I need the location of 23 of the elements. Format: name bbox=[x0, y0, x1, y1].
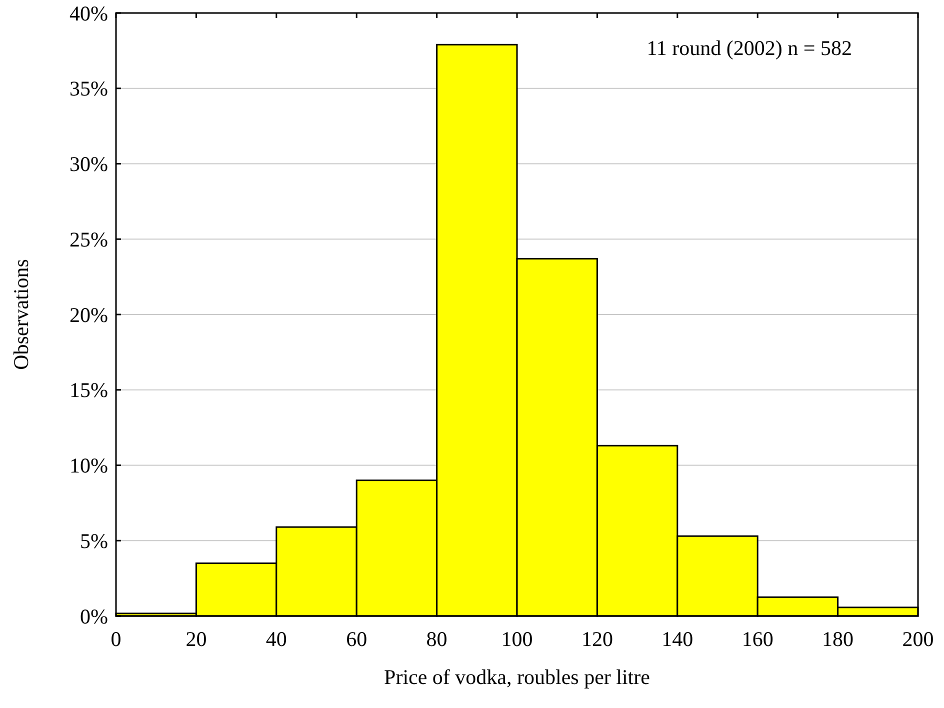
y-tick-label: 0% bbox=[80, 604, 108, 628]
y-tick-label: 40% bbox=[70, 1, 108, 26]
x-tick-label: 180 bbox=[822, 627, 854, 651]
x-tick-label: 120 bbox=[581, 627, 613, 651]
x-tick-label: 0 bbox=[110, 627, 122, 651]
x-tick-label: 40 bbox=[266, 627, 287, 651]
annotation: 11 round (2002) n = 582 bbox=[646, 36, 852, 60]
y-tick-label: 25% bbox=[70, 227, 108, 252]
y-tick-label: 5% bbox=[80, 528, 108, 553]
y-axis-title: Observations bbox=[9, 259, 33, 370]
y-tick-label: 35% bbox=[70, 76, 108, 101]
x-tick-label: 200 bbox=[902, 627, 934, 651]
x-tick-label: 140 bbox=[662, 627, 694, 651]
x-tick-label: 80 bbox=[426, 627, 448, 651]
y-tick-label: 20% bbox=[70, 302, 108, 327]
x-tick-label: 60 bbox=[346, 627, 368, 651]
x-tick-label: 160 bbox=[742, 627, 774, 651]
y-tick-label: 15% bbox=[70, 378, 108, 402]
y-tick-label: 10% bbox=[70, 454, 108, 478]
x-tick-label: 100 bbox=[501, 627, 533, 651]
x-tick-label: 20 bbox=[186, 627, 207, 651]
y-tick-label: 30% bbox=[70, 152, 108, 176]
x-axis-title: Price of vodka, roubles per litre bbox=[384, 665, 650, 689]
